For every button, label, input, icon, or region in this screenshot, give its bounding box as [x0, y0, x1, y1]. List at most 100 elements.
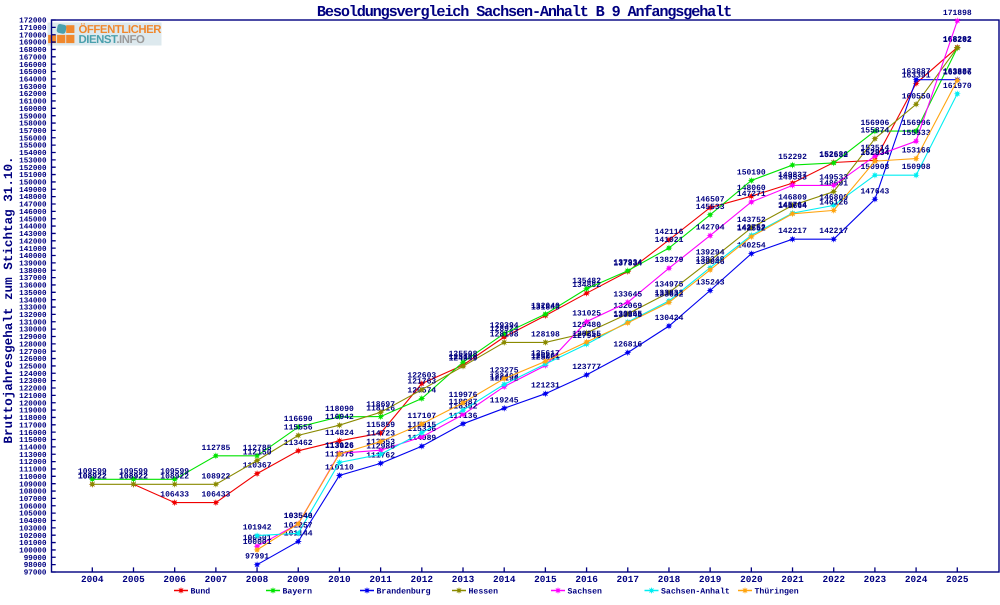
svg-text:2022: 2022 — [822, 574, 845, 585]
svg-text:123000: 123000 — [19, 377, 47, 386]
svg-text:Sachsen: Sachsen — [568, 588, 602, 597]
svg-text:148060: 148060 — [737, 184, 766, 193]
svg-text:106000: 106000 — [19, 502, 47, 511]
svg-text:149533: 149533 — [819, 173, 848, 182]
svg-text:138279: 138279 — [655, 256, 684, 265]
svg-text:150908: 150908 — [860, 163, 889, 172]
svg-text:157000: 157000 — [19, 127, 47, 136]
svg-text:171898: 171898 — [943, 9, 972, 18]
svg-text:2018: 2018 — [658, 574, 681, 585]
svg-text:153000: 153000 — [19, 156, 47, 165]
svg-text:Thüringen: Thüringen — [755, 588, 799, 597]
svg-text:163887: 163887 — [902, 68, 931, 77]
svg-text:109599: 109599 — [160, 467, 189, 476]
svg-text:107000: 107000 — [19, 495, 47, 504]
svg-text:2005: 2005 — [122, 574, 145, 585]
svg-text:153514: 153514 — [860, 144, 889, 153]
svg-text:103540: 103540 — [284, 512, 313, 521]
svg-text:2010: 2010 — [328, 574, 351, 585]
svg-text:108000: 108000 — [19, 488, 47, 497]
svg-text:149837: 149837 — [778, 171, 807, 180]
svg-text:121763: 121763 — [407, 378, 436, 387]
svg-text:2019: 2019 — [699, 574, 722, 585]
svg-text:125000: 125000 — [19, 363, 47, 372]
svg-text:142217: 142217 — [778, 227, 807, 236]
svg-text:129480: 129480 — [572, 321, 601, 330]
svg-text:142116: 142116 — [655, 228, 684, 237]
svg-text:130965: 130965 — [613, 310, 642, 319]
svg-text:108922: 108922 — [119, 472, 148, 481]
svg-text:153166: 153166 — [902, 147, 931, 156]
svg-text:98000: 98000 — [24, 561, 47, 570]
svg-text:133832: 133832 — [655, 289, 684, 298]
svg-text:124000: 124000 — [19, 370, 47, 379]
svg-text:140254: 140254 — [737, 242, 766, 251]
svg-text:150190: 150190 — [737, 169, 766, 178]
svg-text:152834: 152834 — [860, 149, 889, 158]
svg-text:134000: 134000 — [19, 296, 47, 305]
svg-text:112785: 112785 — [201, 444, 230, 453]
svg-text:142000: 142000 — [19, 237, 47, 246]
svg-text:145000: 145000 — [19, 215, 47, 224]
svg-text:113126: 113126 — [325, 441, 354, 450]
svg-text:108922: 108922 — [78, 472, 107, 481]
svg-text:143752: 143752 — [737, 216, 766, 225]
svg-text:142217: 142217 — [819, 227, 848, 236]
svg-text:138349: 138349 — [696, 256, 725, 265]
svg-text:166000: 166000 — [19, 61, 47, 70]
svg-text:124949: 124949 — [449, 354, 478, 363]
svg-text:123275: 123275 — [490, 367, 519, 376]
svg-text:135243: 135243 — [696, 279, 725, 288]
svg-text:102000: 102000 — [19, 532, 47, 541]
svg-text:111000: 111000 — [19, 466, 47, 475]
svg-text:106433: 106433 — [160, 491, 189, 500]
svg-text:103000: 103000 — [19, 524, 47, 533]
svg-text:108922: 108922 — [201, 472, 230, 481]
svg-text:109599: 109599 — [78, 467, 107, 476]
svg-text:150000: 150000 — [19, 179, 47, 188]
svg-text:133632: 133632 — [655, 290, 684, 299]
svg-text:163806: 163806 — [943, 68, 972, 77]
svg-text:128198: 128198 — [531, 330, 560, 339]
svg-text:114723: 114723 — [366, 430, 395, 439]
svg-text:133000: 133000 — [19, 304, 47, 313]
svg-text:113462: 113462 — [284, 439, 313, 448]
svg-text:145764: 145764 — [778, 201, 807, 210]
svg-text:103546: 103546 — [284, 512, 313, 521]
svg-text:120000: 120000 — [19, 399, 47, 408]
svg-text:101942: 101942 — [243, 524, 272, 533]
svg-text:Hessen: Hessen — [469, 588, 499, 597]
svg-text:112150: 112150 — [243, 449, 272, 458]
svg-text:168232: 168232 — [943, 36, 972, 45]
svg-text:116942: 116942 — [325, 413, 354, 422]
svg-text:105000: 105000 — [19, 510, 47, 519]
svg-text:119976: 119976 — [449, 391, 478, 400]
svg-text:2025: 2025 — [946, 574, 969, 585]
svg-text:114824: 114824 — [325, 429, 354, 438]
svg-text:Bruttojahresgehalt zum Stichta: Bruttojahresgehalt zum Stichtag 31.10. — [2, 156, 16, 443]
svg-text:133645: 133645 — [613, 290, 642, 299]
svg-text:147000: 147000 — [19, 201, 47, 210]
svg-text:170000: 170000 — [19, 31, 47, 40]
svg-text:2008: 2008 — [246, 574, 269, 585]
svg-text:136000: 136000 — [19, 282, 47, 291]
svg-text:139000: 139000 — [19, 259, 47, 268]
svg-text:163887: 163887 — [943, 68, 972, 77]
svg-text:115859: 115859 — [366, 421, 395, 430]
svg-text:101000: 101000 — [19, 539, 47, 548]
svg-text:148000: 148000 — [19, 193, 47, 202]
svg-text:115000: 115000 — [19, 436, 47, 445]
svg-text:126816: 126816 — [613, 341, 642, 350]
svg-text:125108: 125108 — [449, 353, 478, 362]
svg-text:2009: 2009 — [287, 574, 310, 585]
svg-text:165000: 165000 — [19, 68, 47, 77]
svg-text:159000: 159000 — [19, 112, 47, 121]
svg-text:169000: 169000 — [19, 39, 47, 48]
svg-text:141021: 141021 — [655, 236, 684, 245]
svg-text:155533: 155533 — [902, 129, 931, 138]
svg-text:160550: 160550 — [902, 92, 931, 101]
svg-text:DIENST.INFO: DIENST.INFO — [79, 34, 146, 46]
svg-text:142704: 142704 — [696, 224, 725, 233]
svg-text:161000: 161000 — [19, 98, 47, 107]
svg-text:2016: 2016 — [575, 574, 598, 585]
